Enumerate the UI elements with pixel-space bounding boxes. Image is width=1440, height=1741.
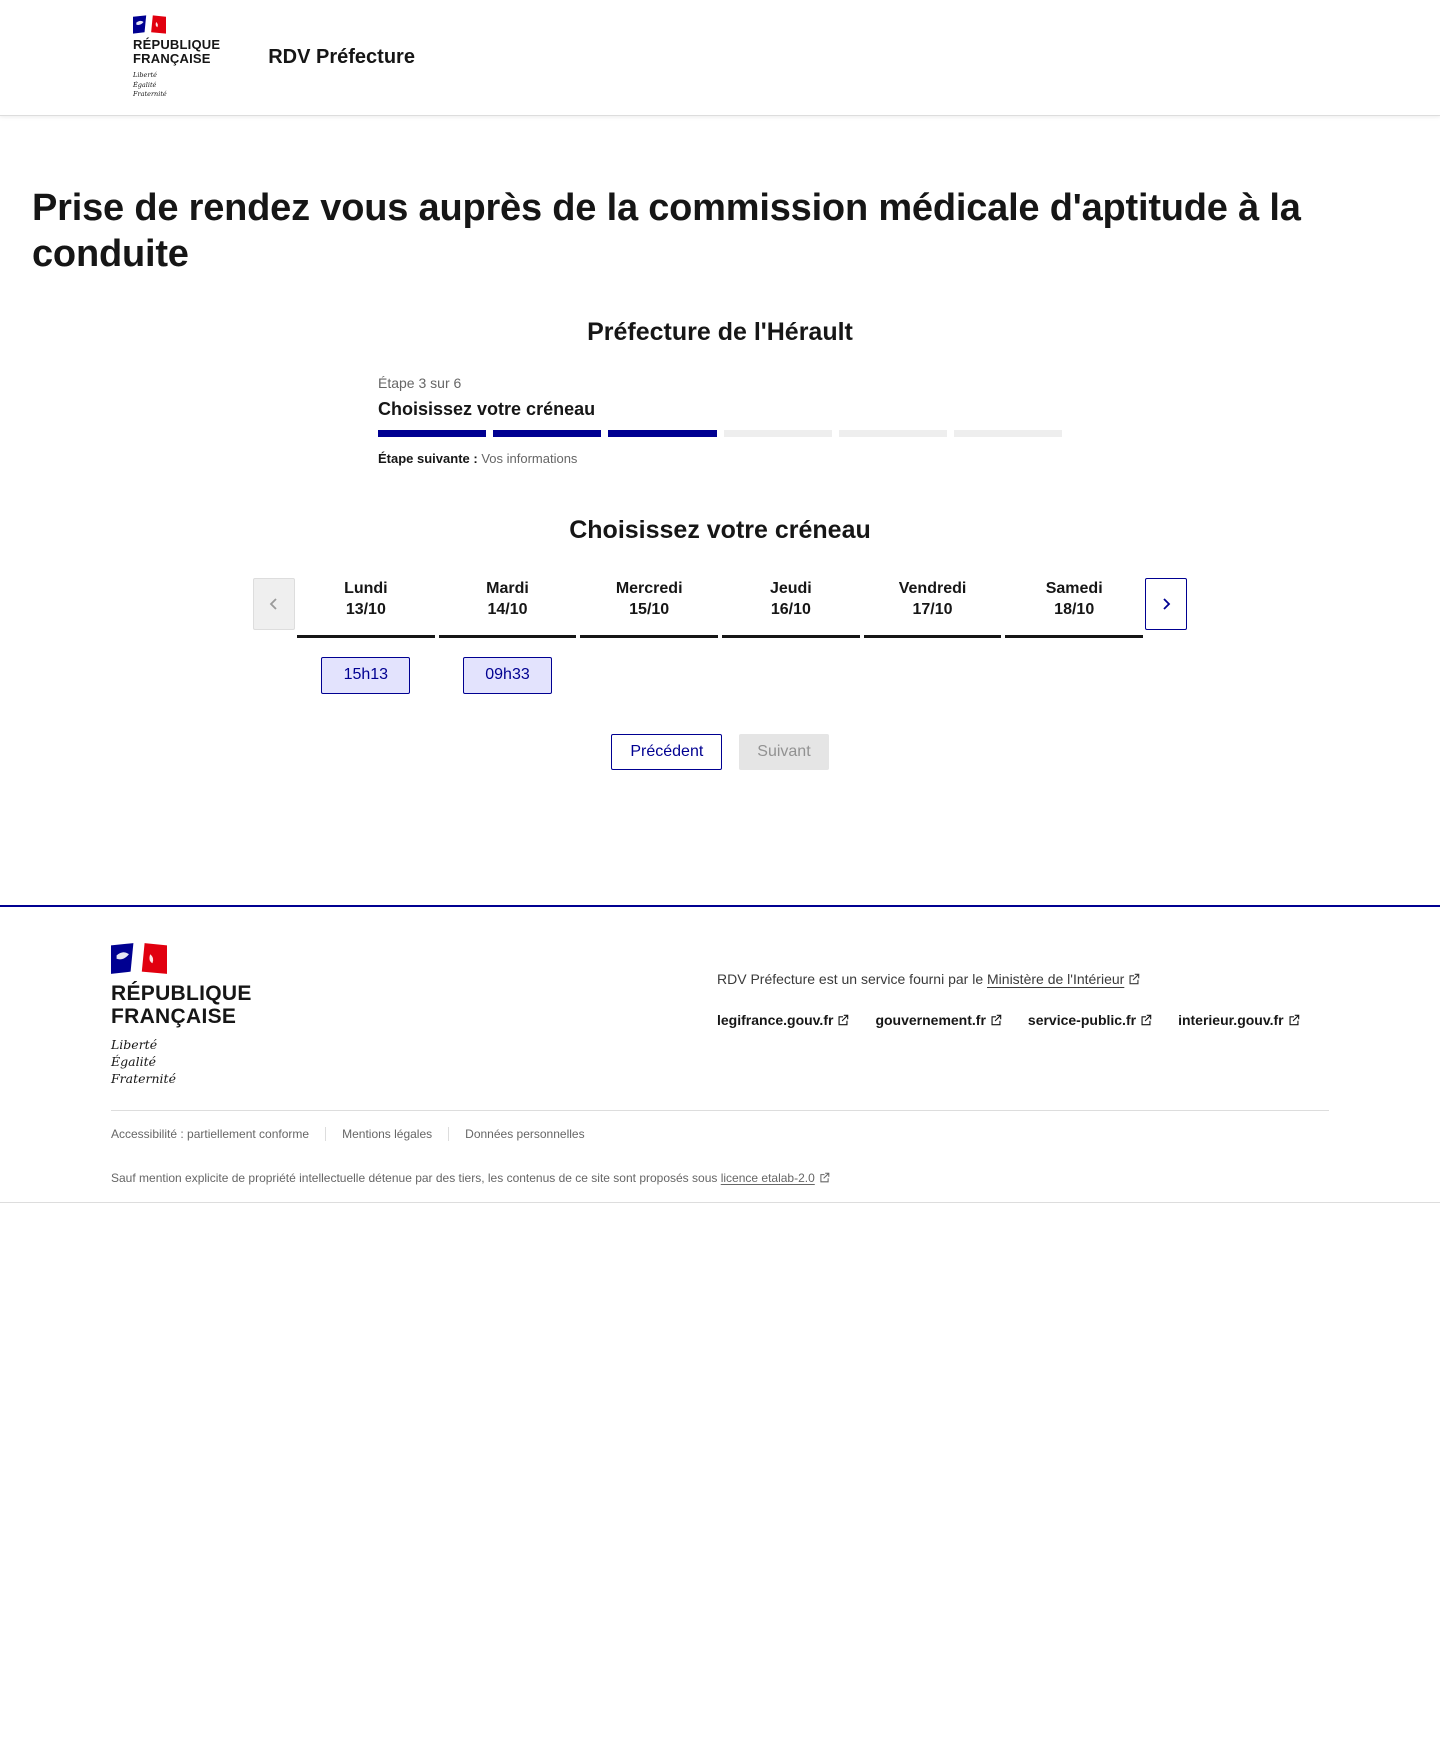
day-name: Samedi (1045, 579, 1103, 597)
stepper-progress-bar (378, 429, 1063, 437)
service-title[interactable]: RDV Préfecture (268, 46, 415, 68)
day-header: Jeudi 16/10 (722, 578, 860, 638)
day-column: Samedi 18/10 (1005, 578, 1144, 694)
interieur-link[interactable]: interieur.gouv.fr (1178, 1012, 1300, 1028)
day-header: Samedi 18/10 (1005, 578, 1144, 638)
page-title: Prise de rendez vous auprès de la commis… (32, 187, 1301, 276)
footer-service-text: RDV Préfecture est un service fourni par… (717, 970, 984, 987)
day-date: 14/10 (487, 601, 528, 619)
licence-etalab-link[interactable]: licence etalab-2.0 (721, 1171, 830, 1185)
stepper-step-title: Choisissez votre créneau (378, 398, 596, 419)
external-link-icon (838, 1014, 849, 1026)
ministere-interieur-link[interactable]: Ministère de l'Intérieur (987, 971, 1140, 987)
day-name: Lundi (344, 579, 388, 597)
stepper-segment (838, 429, 947, 437)
day-date: 13/10 (345, 601, 386, 619)
day-slots (864, 657, 1002, 694)
logo-motto-3: Fraternité (133, 90, 167, 99)
wizard-actions: Précédent Suivant (0, 733, 1440, 770)
site-footer: RÉPUBLIQUE FRANÇAISE Liberté Égalité Fra… (0, 904, 1440, 1203)
mentions-legales-link[interactable]: Mentions légales (342, 1126, 450, 1141)
next-step-label: Étape suivante : (378, 450, 478, 466)
calendar-heading: Choisissez votre créneau (569, 515, 871, 544)
external-link-icon (1289, 1014, 1299, 1026)
republique-francaise-logo[interactable]: RÉPUBLIQUE FRANÇAISE Liberté Égalité Fra… (133, 15, 220, 100)
prefecture-heading: Préfecture de l'Hérault (587, 317, 853, 346)
main-content: Prise de rendez vous auprès de la commis… (0, 185, 1440, 770)
logo-line-1: RÉPUBLIQUE (111, 981, 252, 1005)
day-column: Vendredi 17/10 (863, 578, 1002, 694)
day-slots: 09h33 (439, 656, 577, 694)
next-button[interactable]: Suivant (739, 733, 829, 770)
day-date: 15/10 (629, 601, 670, 619)
logo-line-2: FRANÇAISE (133, 51, 211, 67)
external-link-icon (1141, 1014, 1152, 1026)
external-link-icon (1129, 973, 1140, 985)
logo-motto-1: Liberté (133, 70, 157, 79)
day-date: 17/10 (912, 601, 953, 619)
day-header: Vendredi 17/10 (863, 578, 1002, 638)
external-link-icon (991, 1014, 1002, 1026)
day-header: Lundi 13/10 (297, 578, 435, 638)
service-public-link[interactable]: service-public.fr (1028, 1012, 1152, 1028)
logo-line-1: RÉPUBLIQUE (133, 36, 221, 52)
logo-line-2: FRANÇAISE (111, 1005, 237, 1029)
day-slots: 15h13 (297, 656, 435, 694)
marianne-flag-icon (111, 943, 167, 974)
day-header: Mercredi 15/10 (580, 578, 719, 638)
day-column: Mardi 14/10 09h33 (438, 578, 577, 694)
donnees-personnelles-link[interactable]: Données personnelles (465, 1126, 585, 1141)
stepper-segment (608, 429, 717, 437)
day-name: Mardi (486, 579, 529, 597)
legifrance-link[interactable]: legifrance.gouv.fr (717, 1012, 849, 1028)
logo-motto-2: Égalité (133, 80, 157, 89)
republique-francaise-logo-footer[interactable]: RÉPUBLIQUE FRANÇAISE Liberté Égalité Fra… (111, 943, 252, 1088)
accessibility-link[interactable]: Accessibilité : partiellement conforme (111, 1126, 327, 1141)
stepper-segment (493, 429, 602, 437)
site-header: RÉPUBLIQUE FRANÇAISE Liberté Égalité Fra… (0, 0, 1440, 115)
logo-motto-1: Liberté (111, 1036, 158, 1052)
previous-button[interactable]: Précédent (611, 733, 723, 770)
footer-gov-links: legifrance.gouv.fr gouvernement.fr servi… (717, 1012, 1329, 1028)
day-slots (722, 657, 860, 694)
day-slots (580, 657, 718, 694)
logo-motto-3: Fraternité (111, 1070, 176, 1086)
footer-divider (111, 1109, 1329, 1111)
day-date: 18/10 (1054, 601, 1095, 619)
day-date: 16/10 (770, 601, 811, 619)
next-week-button[interactable] (1145, 577, 1188, 630)
chevron-left-icon (269, 598, 277, 610)
day-column: Jeudi 16/10 (722, 578, 860, 694)
next-step-value: Vos informations (481, 450, 578, 466)
gouvernement-link[interactable]: gouvernement.fr (875, 1012, 1002, 1028)
licence-text: Sauf mention explicite de propriété inte… (111, 1170, 718, 1185)
time-slot-button[interactable]: 15h13 (321, 656, 411, 694)
slot-calendar: Lundi 13/10 15h13 Mardi 14/10 09h33 Merc… (253, 577, 1188, 694)
stepper-segment (953, 429, 1063, 437)
external-link-icon (820, 1172, 830, 1182)
day-slots (1005, 657, 1143, 694)
stepper-segment (378, 429, 487, 437)
stepper-segment (723, 429, 832, 437)
day-name: Vendredi (898, 579, 967, 597)
stepper: Étape 3 sur 6 Choisissez votre créneau É… (378, 374, 1063, 466)
footer-legal-links: Accessibilité : partiellement conforme M… (111, 1126, 1329, 1141)
day-name: Mercredi (615, 579, 683, 597)
chevron-right-icon (1163, 598, 1171, 610)
day-header: Mardi 14/10 (438, 578, 577, 638)
logo-motto-2: Égalité (111, 1053, 156, 1069)
day-name: Jeudi (769, 579, 812, 597)
stepper-step-counter: Étape 3 sur 6 (378, 374, 462, 391)
day-column: Mercredi 15/10 (580, 578, 719, 694)
previous-week-button[interactable] (253, 577, 295, 630)
marianne-flag-icon (133, 15, 166, 34)
time-slot-button[interactable]: 09h33 (463, 656, 552, 694)
day-column: Lundi 13/10 15h13 (297, 578, 435, 694)
